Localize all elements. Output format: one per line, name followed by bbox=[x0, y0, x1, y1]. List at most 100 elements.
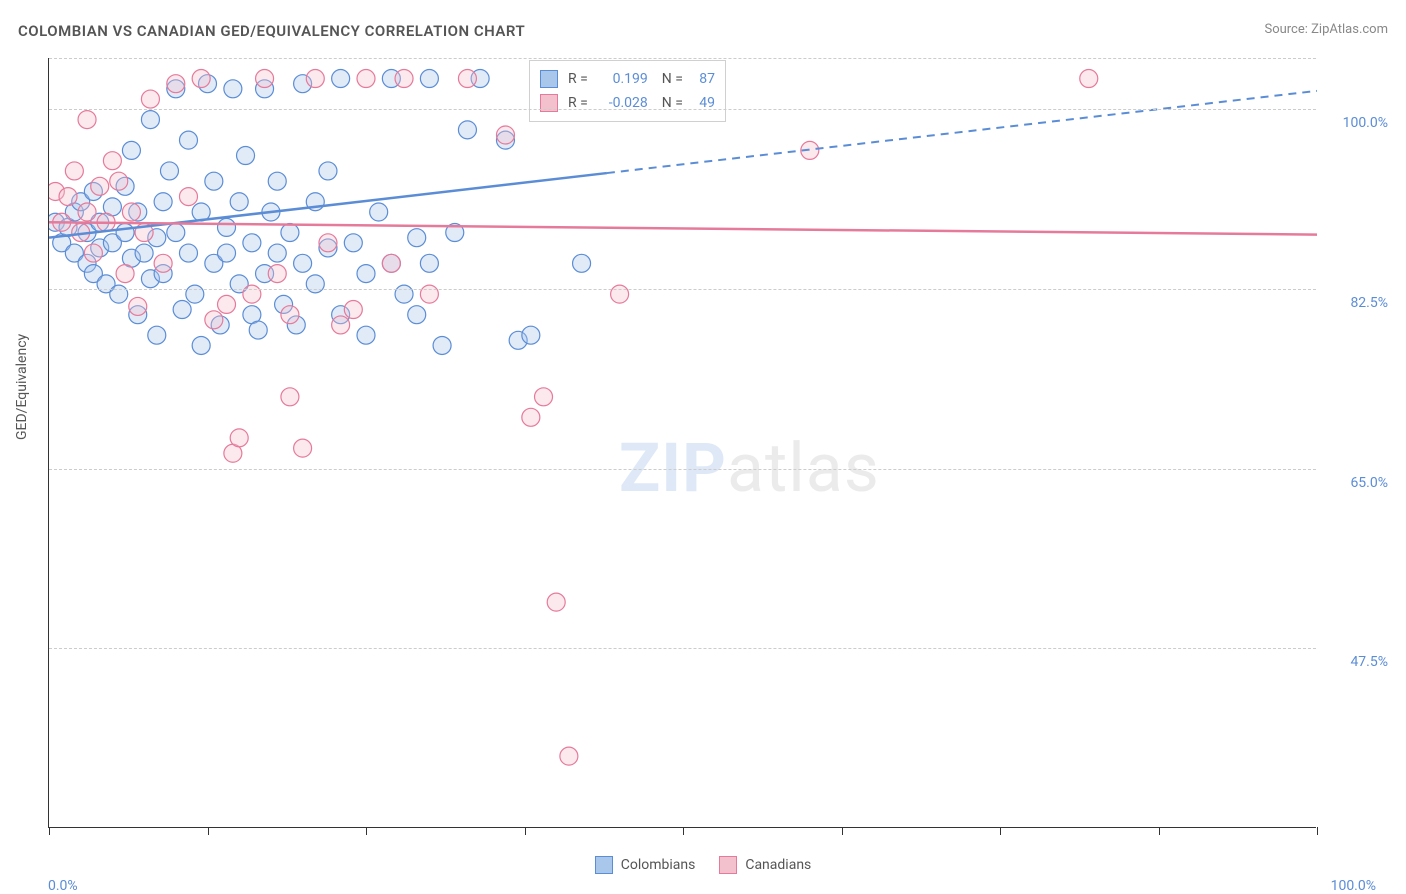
scatter-point bbox=[306, 70, 324, 88]
scatter-point bbox=[344, 234, 362, 252]
scatter-point bbox=[160, 162, 178, 180]
scatter-point bbox=[319, 234, 337, 252]
legend-n-value: 87 bbox=[687, 71, 715, 87]
scatter-point bbox=[154, 193, 172, 211]
scatter-point bbox=[332, 316, 350, 334]
legend-item: Colombians bbox=[595, 856, 696, 874]
scatter-point bbox=[103, 152, 121, 170]
y-tick-label: 47.5% bbox=[1350, 654, 1388, 670]
scatter-point bbox=[522, 408, 540, 426]
legend-label: Canadians bbox=[745, 857, 811, 873]
scatter-point bbox=[65, 162, 83, 180]
gridline-h bbox=[49, 648, 1316, 649]
scatter-point bbox=[91, 177, 109, 195]
scatter-point bbox=[129, 297, 147, 315]
scatter-point bbox=[1080, 70, 1098, 88]
gridline-h bbox=[49, 289, 1316, 290]
scatter-point bbox=[496, 126, 514, 144]
chart-title: COLOMBIAN VS CANADIAN GED/EQUIVALENCY CO… bbox=[18, 22, 525, 40]
source-attribution: Source: ZipAtlas.com bbox=[1264, 22, 1388, 37]
scatter-point bbox=[249, 321, 267, 339]
legend-label: Colombians bbox=[621, 857, 696, 873]
scatter-point bbox=[59, 188, 77, 206]
scatter-point bbox=[110, 172, 128, 190]
scatter-point bbox=[357, 326, 375, 344]
x-tick bbox=[1000, 827, 1001, 835]
x-tick bbox=[208, 827, 209, 835]
x-tick bbox=[525, 827, 526, 835]
gridline-h bbox=[49, 109, 1316, 110]
correlation-legend: R =0.199N =87R =-0.028N =49 bbox=[529, 60, 726, 122]
scatter-point bbox=[281, 306, 299, 324]
scatter-point bbox=[458, 70, 476, 88]
scatter-point bbox=[344, 301, 362, 319]
scatter-point bbox=[122, 203, 140, 221]
scatter-point bbox=[179, 131, 197, 149]
y-tick-label: 82.5% bbox=[1350, 295, 1388, 311]
scatter-point bbox=[141, 90, 159, 108]
scatter-point bbox=[332, 70, 350, 88]
scatter-point bbox=[395, 70, 413, 88]
scatter-point bbox=[122, 141, 140, 159]
scatter-point bbox=[370, 203, 388, 221]
scatter-point bbox=[294, 439, 312, 457]
scatter-point bbox=[186, 285, 204, 303]
scatter-point bbox=[395, 285, 413, 303]
trend-line-solid bbox=[49, 222, 1317, 234]
scatter-point bbox=[573, 254, 591, 272]
scatter-point bbox=[84, 244, 102, 262]
scatter-point bbox=[458, 121, 476, 139]
scatter-point bbox=[205, 311, 223, 329]
scatter-point bbox=[224, 80, 242, 98]
scatter-point bbox=[237, 147, 255, 165]
scatter-point bbox=[192, 70, 210, 88]
scatter-point bbox=[173, 301, 191, 319]
scatter-point bbox=[535, 388, 553, 406]
scatter-point bbox=[78, 203, 96, 221]
x-tick bbox=[683, 827, 684, 835]
plot-area: ZIPatlas R =0.199N =87R =-0.028N =49 47.… bbox=[48, 58, 1316, 828]
x-tick bbox=[49, 827, 50, 835]
scatter-point bbox=[382, 254, 400, 272]
x-tick bbox=[1317, 827, 1318, 835]
legend-r-label: R = bbox=[568, 71, 588, 87]
scatter-point bbox=[281, 388, 299, 406]
legend-swatch bbox=[540, 70, 558, 88]
scatter-point bbox=[256, 70, 274, 88]
scatter-point bbox=[408, 306, 426, 324]
scatter-point bbox=[611, 285, 629, 303]
scatter-point bbox=[420, 70, 438, 88]
scatter-point bbox=[522, 326, 540, 344]
scatter-point bbox=[230, 193, 248, 211]
scatter-point bbox=[268, 244, 286, 262]
correlation-legend-row: R =-0.028N =49 bbox=[540, 91, 715, 115]
x-tick bbox=[1159, 827, 1160, 835]
scatter-point bbox=[135, 244, 153, 262]
scatter-point bbox=[218, 244, 236, 262]
legend-item: Canadians bbox=[719, 856, 811, 874]
legend-swatch bbox=[719, 856, 737, 874]
scatter-point bbox=[268, 265, 286, 283]
plot-svg bbox=[49, 58, 1317, 828]
scatter-point bbox=[243, 285, 261, 303]
scatter-point bbox=[179, 244, 197, 262]
scatter-point bbox=[230, 429, 248, 447]
scatter-point bbox=[281, 224, 299, 242]
scatter-point bbox=[420, 285, 438, 303]
scatter-point bbox=[408, 229, 426, 247]
gridline-h bbox=[49, 58, 1316, 59]
scatter-point bbox=[420, 254, 438, 272]
scatter-point bbox=[357, 70, 375, 88]
chart-container: COLOMBIAN VS CANADIAN GED/EQUIVALENCY CO… bbox=[0, 0, 1406, 892]
scatter-point bbox=[110, 285, 128, 303]
scatter-point bbox=[116, 224, 134, 242]
scatter-point bbox=[294, 254, 312, 272]
scatter-point bbox=[154, 254, 172, 272]
series-legend: Colombians Canadians bbox=[0, 856, 1406, 878]
scatter-point bbox=[306, 275, 324, 293]
legend-r-value: 0.199 bbox=[592, 71, 648, 87]
x-tick bbox=[366, 827, 367, 835]
gridline-h bbox=[49, 469, 1316, 470]
x-tick bbox=[842, 827, 843, 835]
scatter-point bbox=[192, 336, 210, 354]
